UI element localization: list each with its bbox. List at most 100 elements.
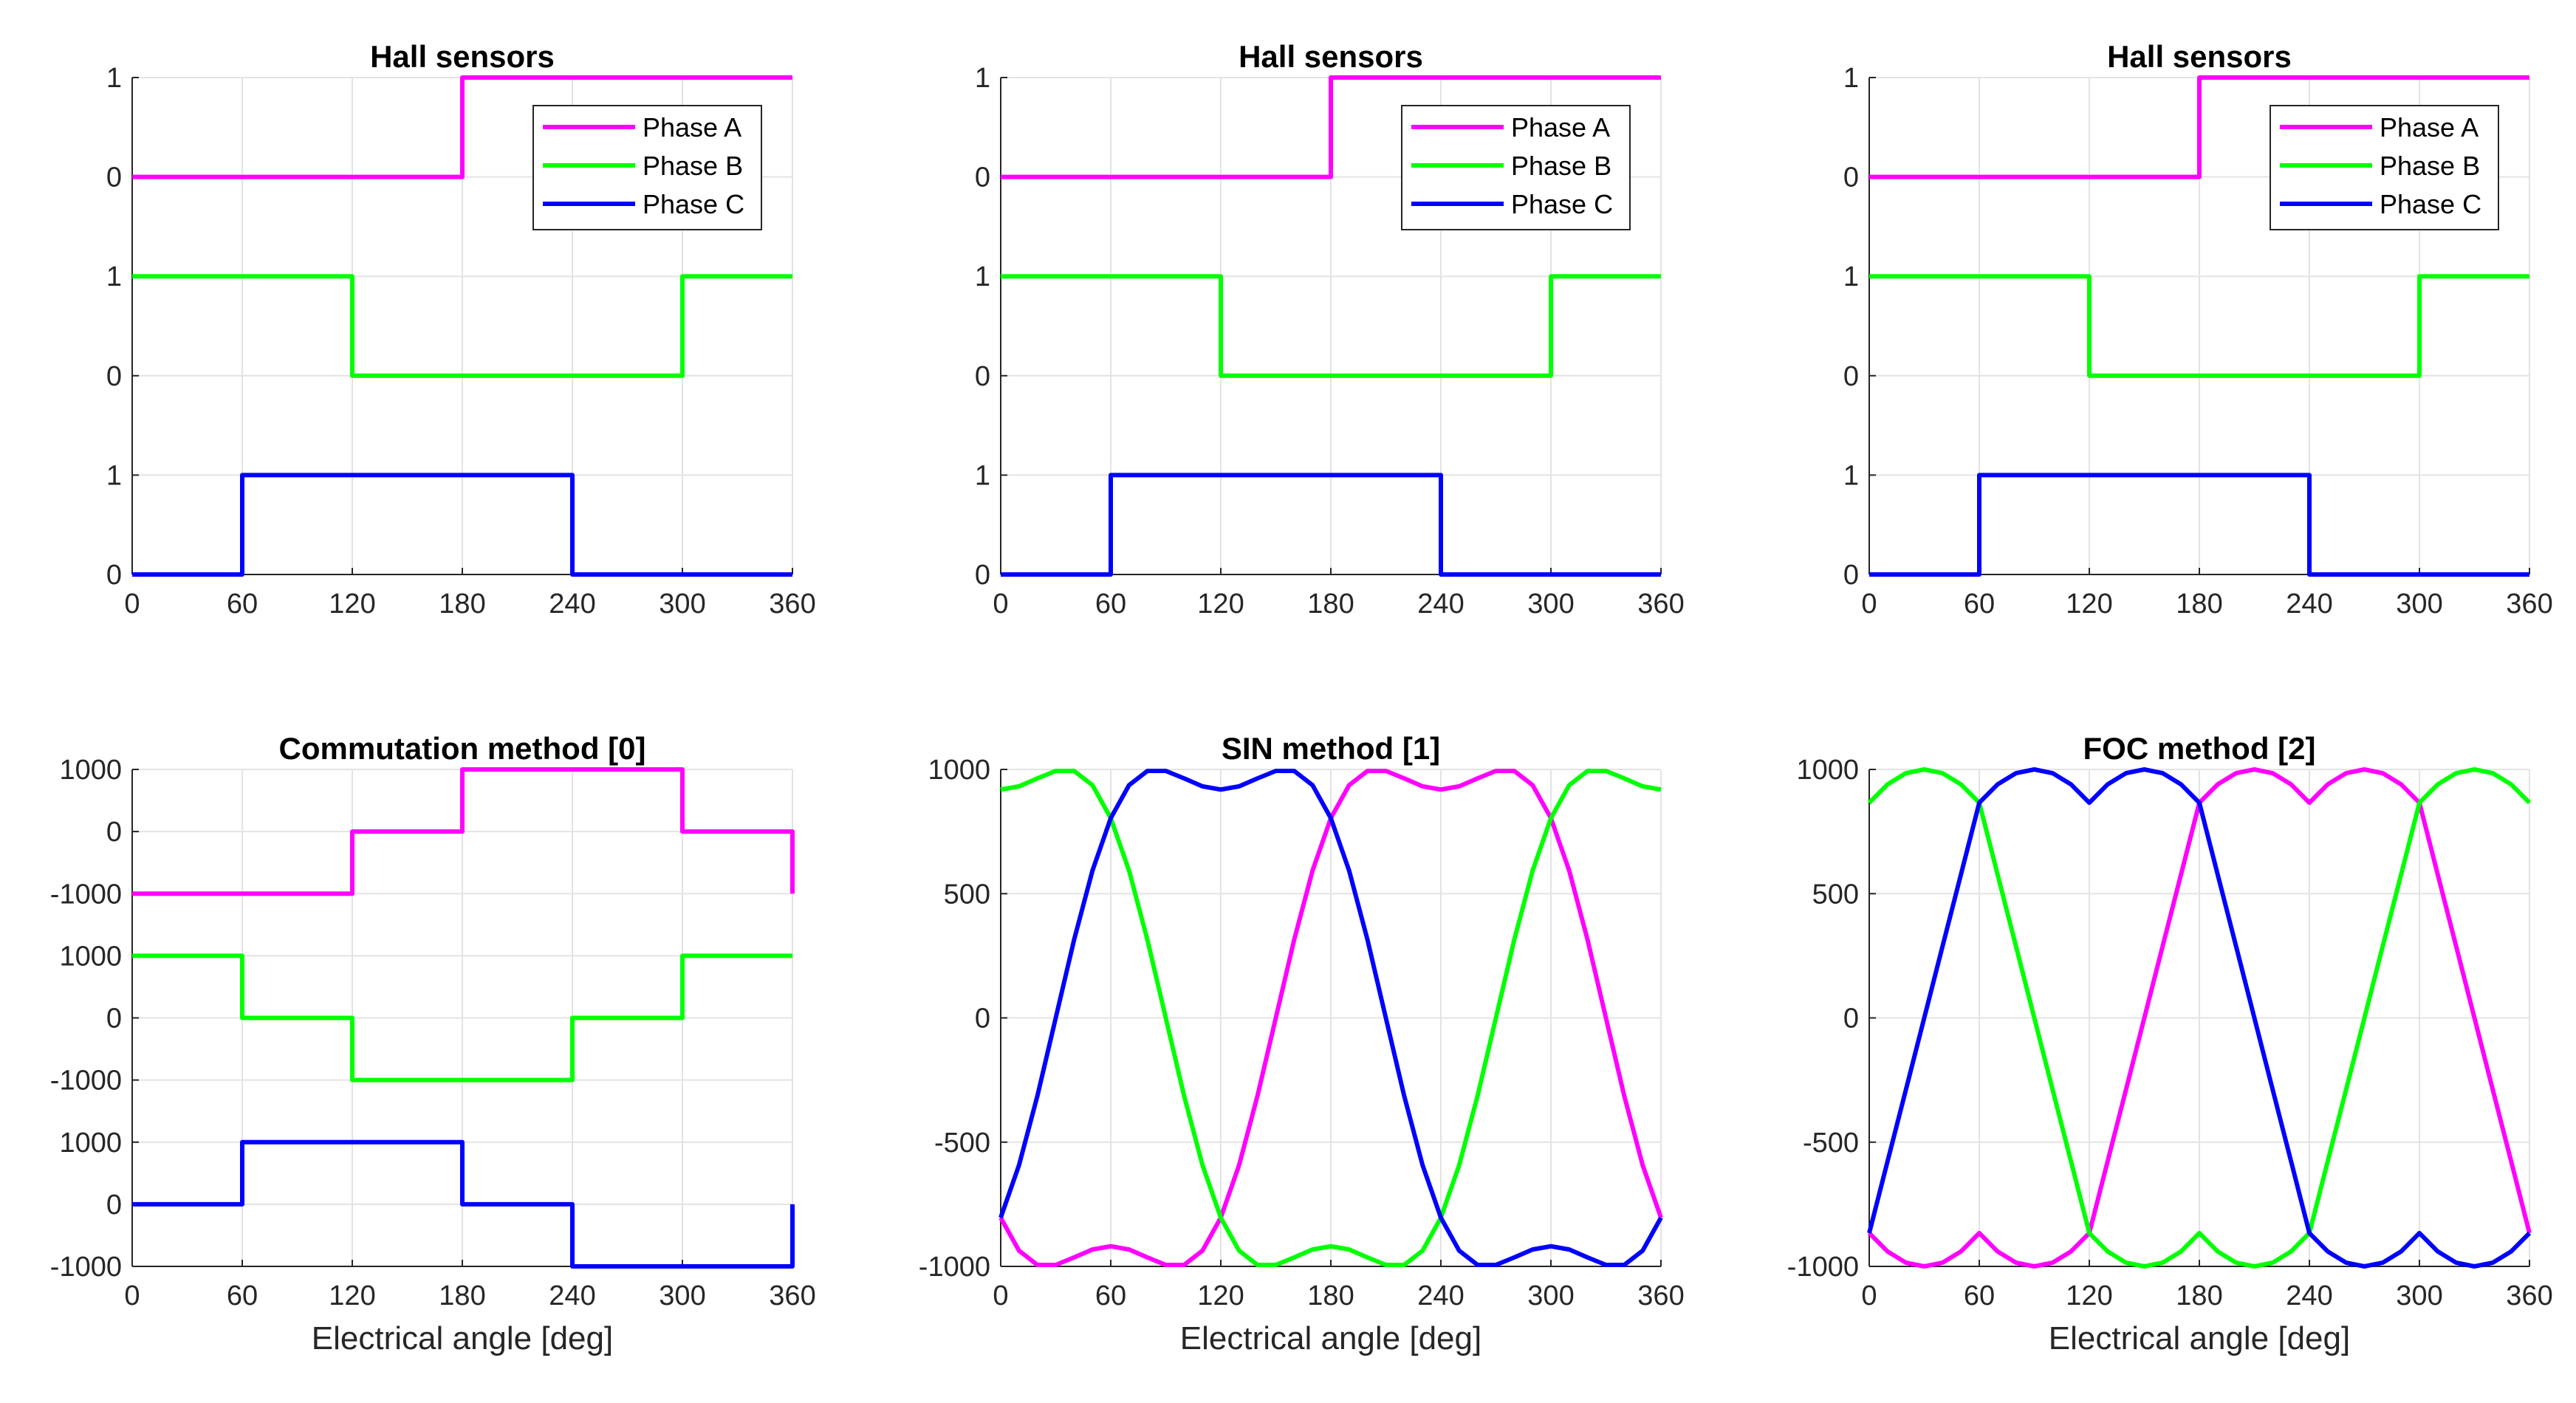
x-tick-label: 0 <box>124 589 140 620</box>
chart-title: Hall sensors <box>1239 39 1423 74</box>
y-tick-label: -1000 <box>50 1066 122 1097</box>
x-tick-label: 240 <box>1417 1280 1464 1311</box>
series-line-c <box>1001 473 1661 577</box>
y-tick-label: 1 <box>1843 460 1859 491</box>
series-line-c <box>132 473 792 577</box>
y-tick-label: 1 <box>106 261 122 292</box>
legend-label: Phase A <box>2380 112 2479 143</box>
y-tick-label: -1000 <box>50 879 122 910</box>
series-line-a <box>132 767 795 896</box>
x-tick-label: 240 <box>549 589 595 620</box>
y-tick-label: -1000 <box>1787 1252 1859 1283</box>
y-tick-label: 0 <box>106 817 122 848</box>
y-tick-label: 0 <box>1843 361 1859 392</box>
series-line-a <box>1001 75 1661 179</box>
y-tick-label: 1000 <box>59 1128 122 1159</box>
series-line-a <box>1869 75 2529 179</box>
y-tick-label: -1000 <box>50 1252 122 1283</box>
x-tick-label: 360 <box>1637 1280 1684 1311</box>
series-line-c <box>998 769 1663 1267</box>
x-tick-label: 180 <box>1307 1280 1354 1311</box>
x-tick-label: 0 <box>993 589 1008 620</box>
legend-label: Phase C <box>2380 189 2481 219</box>
x-tick-label: 120 <box>2066 1280 2112 1311</box>
x-tick-label: 0 <box>1861 1280 1877 1311</box>
y-tick-label: 0 <box>106 1004 122 1035</box>
y-tick-label: 0 <box>975 560 990 591</box>
x-tick-label: 120 <box>1197 1280 1244 1311</box>
series-line-a <box>132 75 792 179</box>
x-tick-label: 240 <box>549 1280 595 1311</box>
chart-title: FOC method [2] <box>2083 731 2316 766</box>
y-tick-label: 1000 <box>59 755 122 786</box>
y-tick-label: 1000 <box>1796 755 1859 786</box>
y-tick-label: -500 <box>1803 1128 1859 1159</box>
y-tick-label: 0 <box>106 162 122 193</box>
legend: Phase A Phase B Phase C <box>2270 105 2499 230</box>
y-tick-label: 0 <box>106 361 122 392</box>
legend-label: Phase C <box>1511 189 1613 219</box>
legend-label: Phase A <box>643 112 741 143</box>
x-tick-label: 180 <box>439 1280 485 1311</box>
x-axis-label: Electrical angle [deg] <box>2049 1320 2350 1356</box>
x-tick-label: 60 <box>227 1280 258 1311</box>
y-tick-label: 500 <box>944 879 990 910</box>
y-tick-label: 1 <box>975 460 990 491</box>
x-tick-label: 180 <box>2176 1280 2222 1311</box>
y-tick-label: 1 <box>975 63 990 94</box>
x-tick-label: 300 <box>2396 589 2442 620</box>
x-tick-label: 0 <box>993 1280 1008 1311</box>
legend: Phase A Phase B Phase C <box>1401 105 1631 230</box>
chart-title: Hall sensors <box>370 39 555 74</box>
x-tick-label: 0 <box>1861 589 1877 620</box>
x-tick-label: 360 <box>2506 589 2552 620</box>
chart-2: 0 60 120 180 240 300 360 1 0 1 0 1 0 Hall sensors Phas… <box>1843 39 2553 620</box>
x-tick-label: 360 <box>2506 1280 2552 1311</box>
y-tick-label: 0 <box>975 361 990 392</box>
x-tick-label: 360 <box>769 589 815 620</box>
y-tick-label: 0 <box>1843 560 1859 591</box>
x-tick-label: 180 <box>2176 589 2222 620</box>
legend-label: Phase C <box>643 189 744 219</box>
y-tick-label: 1 <box>106 63 122 94</box>
x-tick-label: 180 <box>439 589 485 620</box>
x-tick-label: 240 <box>2286 589 2332 620</box>
x-tick-label: 120 <box>1197 589 1244 620</box>
series-line-c <box>1867 767 2532 1269</box>
y-tick-label: 1 <box>1843 63 1859 94</box>
y-tick-label: 0 <box>106 1190 122 1221</box>
x-tick-label: 360 <box>1637 589 1684 620</box>
series-line-b <box>1001 274 1661 378</box>
x-tick-label: 300 <box>1527 589 1574 620</box>
legend-label: Phase B <box>2380 151 2480 181</box>
legend-label: Phase B <box>1511 151 1611 181</box>
y-tick-label: -500 <box>934 1128 990 1159</box>
y-tick-label: 1 <box>975 261 990 292</box>
y-tick-label: 0 <box>975 1004 990 1035</box>
x-tick-label: 0 <box>124 1280 140 1311</box>
x-tick-label: 300 <box>659 589 705 620</box>
x-tick-label: 120 <box>329 589 375 620</box>
x-tick-label: 240 <box>2286 1280 2332 1311</box>
y-tick-label: -1000 <box>919 1252 990 1283</box>
legend-label: Phase B <box>643 151 743 181</box>
x-tick-label: 300 <box>659 1280 705 1311</box>
y-tick-label: 1000 <box>928 755 990 786</box>
series-line-b <box>1869 274 2529 378</box>
x-tick-label: 120 <box>329 1280 375 1311</box>
y-tick-label: 0 <box>106 560 122 591</box>
chart-title: Commutation method [0] <box>279 731 646 766</box>
y-tick-label: 1 <box>106 460 122 491</box>
x-tick-label: 360 <box>769 1280 815 1311</box>
chart-0: 0 60 120 180 240 300 360 1 0 1 0 1 0 Hall sensors Phas… <box>106 39 816 620</box>
y-tick-label: 500 <box>1812 879 1859 910</box>
x-axis-label: Electrical angle [deg] <box>312 1320 613 1356</box>
x-tick-label: 300 <box>2396 1280 2442 1311</box>
series-line-b <box>132 953 792 1083</box>
chart-4: 0 60 120 180 240 300 360 1000 500 0 -500 -1000 SIN m… <box>919 731 1685 1356</box>
y-tick-label: 0 <box>1843 162 1859 193</box>
series-line-c <box>132 1139 795 1269</box>
x-tick-label: 240 <box>1417 589 1464 620</box>
x-tick-label: 60 <box>1964 589 1995 620</box>
